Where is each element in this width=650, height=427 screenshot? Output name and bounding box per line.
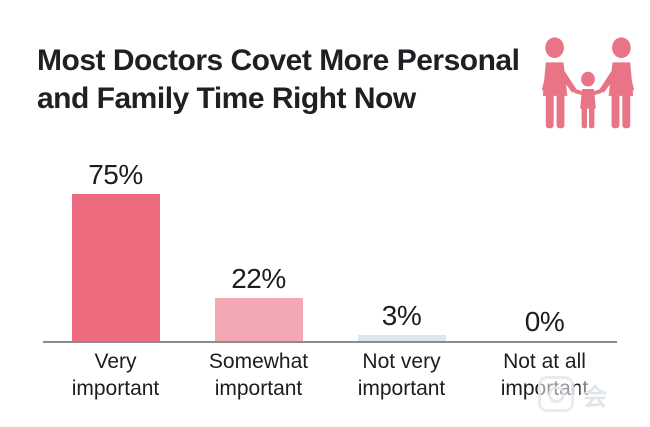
chart-title-line-1: Most Doctors Covet More Personal [37, 44, 520, 77]
bar-very-important [71, 194, 160, 341]
category-label-very-important: Very important [71, 350, 160, 400]
value-label: 3% [381, 300, 422, 331]
value-label: 75% [88, 159, 143, 190]
family-icon [541, 37, 635, 129]
bar-column-not-very-important: 3% [330, 158, 473, 341]
bar-not-very-important [357, 335, 446, 341]
category-label-not-at-all-important: Not at all important [500, 350, 589, 400]
category-labels: Very important Somewhat important Not ve… [44, 348, 616, 402]
value-label: 22% [231, 263, 286, 294]
bar-somewhat-important [214, 298, 303, 341]
bar-column-somewhat-important: 22% [187, 158, 330, 341]
category-label-somewhat-important: Somewhat important [208, 350, 309, 400]
bar-column-not-at-all-important: 0% [473, 158, 616, 341]
category-label-not-very-important: Not very important [357, 350, 446, 400]
bar-column-very-important: 75% [44, 158, 187, 341]
x-axis-line [43, 341, 617, 343]
value-label: 0% [524, 306, 565, 337]
chart-title-line-2: and Family Time Right Now [37, 82, 416, 115]
chart-title: Most Doctors Covet More Personal and Fam… [37, 42, 520, 118]
bar-chart: 75% 22% 3% 0% [44, 158, 616, 341]
